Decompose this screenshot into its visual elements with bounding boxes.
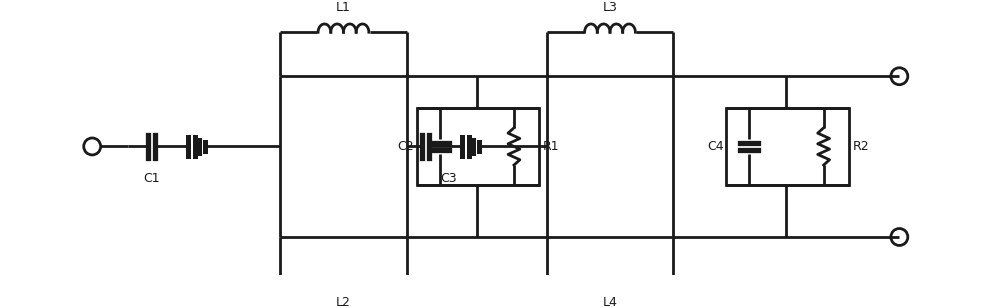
Text: R2: R2	[852, 140, 869, 153]
Text: L1: L1	[336, 1, 351, 14]
Text: C4: C4	[707, 140, 724, 153]
Bar	[726, 107, 849, 185]
Bar	[417, 107, 539, 185]
Text: R1: R1	[543, 140, 559, 153]
Text: L2: L2	[336, 296, 351, 308]
Text: L3: L3	[603, 1, 617, 14]
Text: C2: C2	[397, 140, 414, 153]
Text: C1: C1	[143, 172, 160, 185]
Text: C3: C3	[440, 172, 457, 185]
Text: L4: L4	[603, 296, 617, 308]
